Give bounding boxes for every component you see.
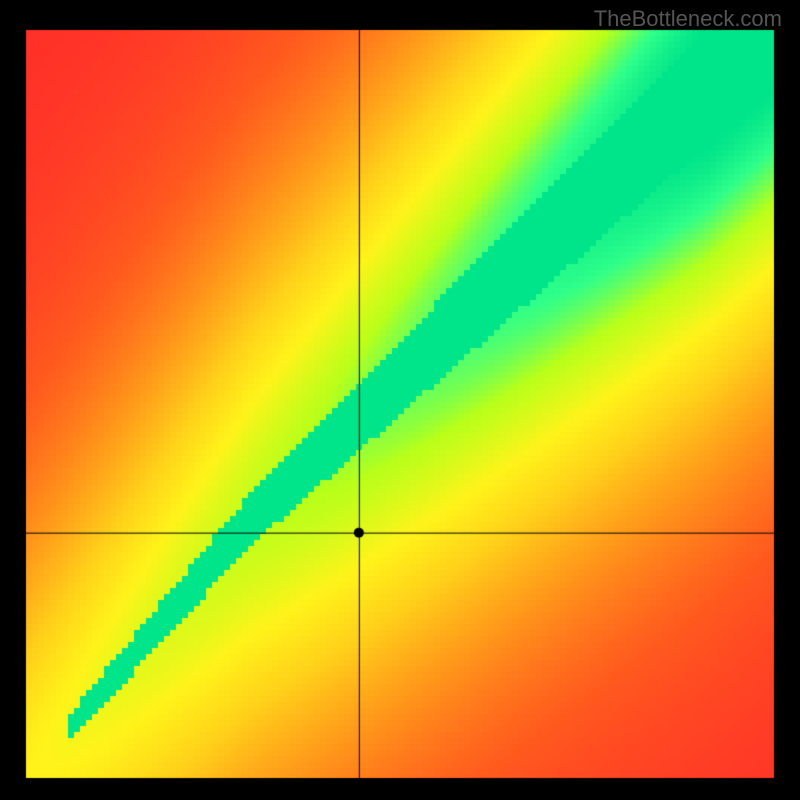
watermark-text: TheBottleneck.com (594, 6, 782, 32)
chart-container: TheBottleneck.com (0, 0, 800, 800)
heatmap-canvas (0, 0, 800, 800)
